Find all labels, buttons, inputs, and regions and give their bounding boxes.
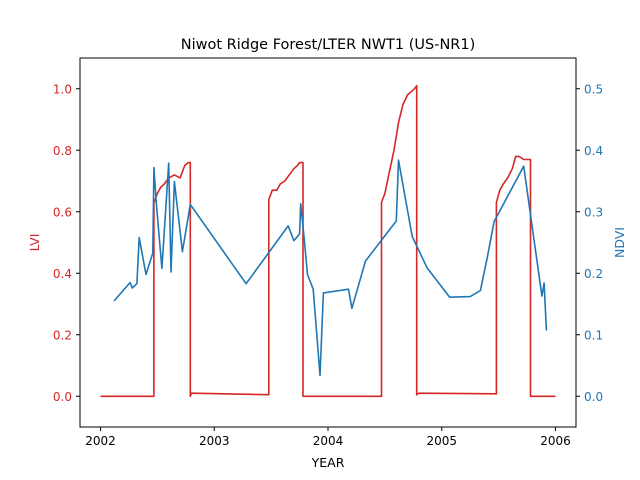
y-right-tick-label: 0.4 — [584, 144, 603, 158]
y-left-tick-label: 0.8 — [53, 144, 72, 158]
series-line-lvi — [100, 84, 556, 398]
x-tick-label: 2006 — [540, 434, 571, 448]
y-left-tick-label: 0.0 — [53, 390, 72, 404]
y-right-tick-label: 0.1 — [584, 328, 603, 342]
x-axis-label: YEAR — [311, 455, 345, 470]
y-right-tick-label: 0.2 — [584, 267, 603, 281]
x-tick-label: 2005 — [426, 434, 457, 448]
y-right-tick-label: 0.5 — [584, 82, 603, 96]
x-tick-label: 2002 — [85, 434, 116, 448]
y-left-tick-label: 0.6 — [53, 205, 72, 219]
x-tick-label: 2004 — [313, 434, 344, 448]
chart-title: Niwot Ridge Forest/LTER NWT1 (US-NR1) — [181, 37, 476, 53]
y-axis-label-right: NDVI — [612, 227, 627, 258]
y-left-tick-label: 0.4 — [53, 267, 72, 281]
plot-area — [100, 84, 556, 398]
axes: 2002 2003 2004 2005 2006 0.0 0.2 0.4 0.6 0.8 1.0 0.… — [53, 57, 603, 448]
y-right-tick-label: 0.0 — [584, 390, 603, 404]
y-left-tick-label: 0.2 — [53, 328, 72, 342]
y-right-tick-label: 0.3 — [584, 205, 603, 219]
series-line-ndvi — [113, 159, 548, 377]
x-tick-label: 2003 — [199, 434, 230, 448]
y-axis-label-left: LVI — [27, 234, 42, 252]
y-left-tick-label: 1.0 — [53, 82, 72, 96]
